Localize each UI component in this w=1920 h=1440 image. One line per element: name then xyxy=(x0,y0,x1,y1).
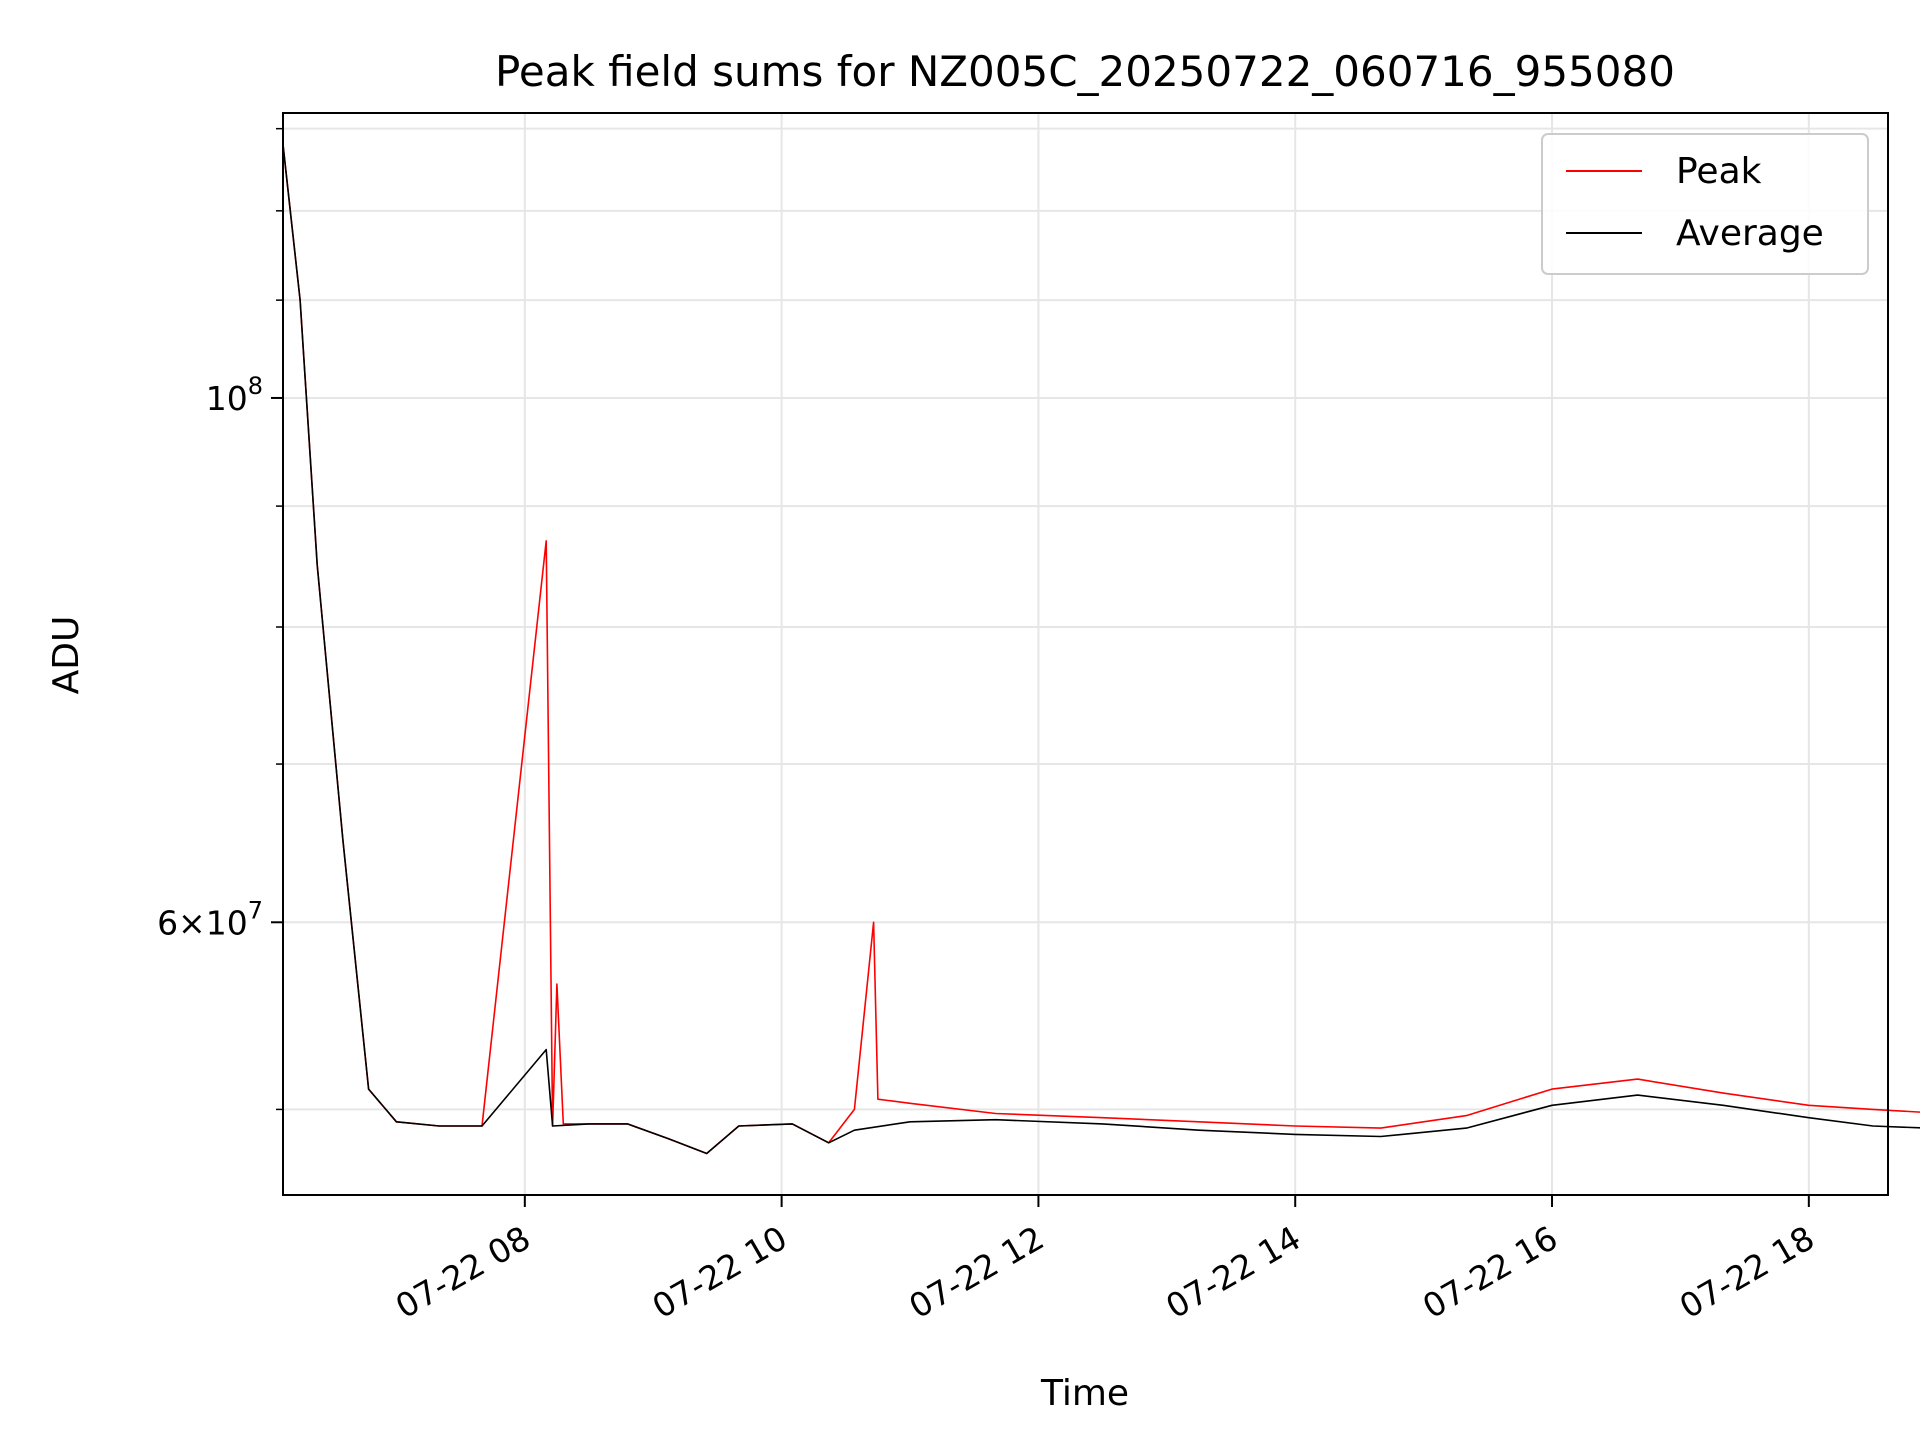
y-tick-exponent: 8 xyxy=(248,372,263,400)
plot-frame xyxy=(282,112,1889,1196)
series-line-average xyxy=(282,144,1920,1155)
y-axis-label: ADU xyxy=(46,616,87,695)
series-line-peak xyxy=(282,144,1920,1155)
legend-label-peak: Peak xyxy=(1676,151,1762,192)
x-tick-label: 07-22 12 xyxy=(902,1218,1050,1326)
legend-label-average: Average xyxy=(1676,213,1824,254)
x-ticks: 07-22 08 07-22 10 07-22 12 07-22 14 07-22 16… xyxy=(389,1195,1821,1326)
legend: Peak Average xyxy=(1541,133,1869,275)
grid xyxy=(283,113,1888,1195)
y-tick-mantissa: 6× xyxy=(157,903,206,942)
x-tick-label: 07-22 14 xyxy=(1159,1218,1307,1326)
x-tick-label: 07-22 18 xyxy=(1673,1218,1821,1326)
legend-box xyxy=(1541,133,1869,275)
y-tick-label: 108 xyxy=(206,372,263,418)
x-axis-label: Time xyxy=(1040,1373,1129,1414)
y-tick-base: 10 xyxy=(206,903,248,942)
y-tick-exponent: 7 xyxy=(248,896,263,924)
y-tick-label: 6×107 xyxy=(157,896,263,942)
x-tick-label: 07-22 16 xyxy=(1416,1218,1564,1326)
series-group xyxy=(282,144,1920,1155)
y-tick-base: 10 xyxy=(206,379,248,418)
x-tick-label: 07-22 08 xyxy=(389,1218,537,1326)
x-tick-label: 07-22 10 xyxy=(646,1218,794,1326)
chart-title: Peak field sums for NZ005C_20250722_0607… xyxy=(495,47,1675,96)
